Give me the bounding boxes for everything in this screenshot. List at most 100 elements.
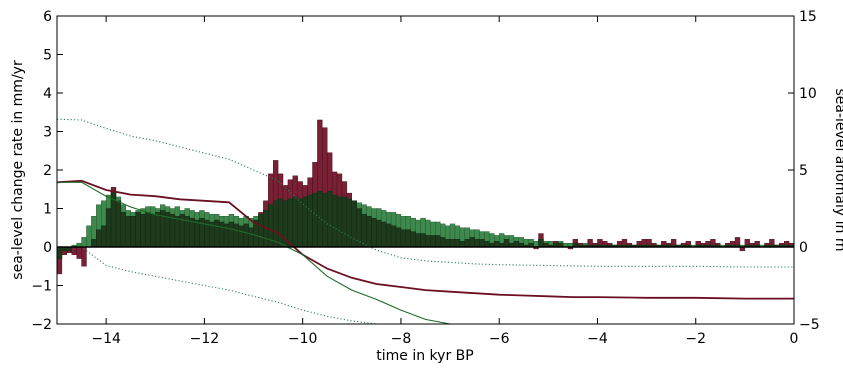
x-tick-label: −6 (489, 331, 510, 347)
y-tick-label: 3 (43, 125, 52, 141)
overlap-bar-78 (440, 237, 446, 248)
overlap-bar-57 (336, 196, 343, 248)
overlap-bar-20 (155, 212, 161, 248)
overlap-bar-15 (130, 215, 136, 248)
overlap-bar-12 (115, 200, 122, 248)
y2-tick-label: −5 (799, 317, 820, 333)
overlap-bar-17 (140, 214, 146, 248)
overlap-bar-39 (248, 227, 254, 248)
overlap-bar-76 (430, 235, 436, 248)
y-axis-left: −2 −1 0 1 2 3 4 5 6 (31, 9, 63, 333)
overlap-bar-23 (169, 214, 176, 248)
overlap-bar-72 (410, 231, 416, 248)
green-bar-5 (81, 237, 87, 248)
overlap-bar-58 (341, 196, 348, 248)
x-tick-label: −10 (288, 331, 318, 347)
overlap-bar-74 (420, 233, 426, 248)
overlap-bar-89 (494, 241, 500, 248)
y-axis-title: sea-level change rate in mm/yr (10, 60, 26, 280)
overlap-bar-18 (145, 212, 151, 248)
overlap-bar-66 (381, 221, 387, 248)
overlap-bar-38 (243, 223, 249, 248)
x-axis-title: time in kyr BP (376, 348, 473, 364)
overlap-bar-10 (105, 208, 112, 248)
y-tick-label: −1 (31, 279, 52, 295)
overlap-bar-82 (459, 241, 466, 248)
green-bar-97 (533, 241, 539, 248)
red-bar-3 (71, 246, 77, 255)
overlap-bar-29 (199, 217, 205, 248)
overlap-bar-52 (312, 192, 318, 248)
anomaly-line-2 (57, 118, 794, 268)
x-tick-label: 0 (790, 331, 799, 347)
overlap-bars (57, 190, 794, 259)
overlap-bar-24 (174, 215, 181, 248)
anomaly-line-3 (57, 246, 386, 324)
overlap-bar-14 (125, 215, 131, 248)
overlap-bar-33 (218, 221, 225, 248)
overlap-bar-41 (258, 214, 264, 248)
overlap-bar-63 (366, 215, 372, 248)
overlap-bar-0 (57, 246, 63, 259)
overlap-bar-69 (395, 227, 402, 248)
overlap-bar-28 (194, 219, 200, 248)
overlap-bar-54 (322, 192, 328, 248)
overlap-bar-19 (150, 214, 156, 248)
overlap-bar-8 (96, 229, 102, 248)
overlap-bar-53 (317, 190, 323, 248)
y2-tick-label: 5 (799, 163, 808, 179)
overlap-bar-77 (435, 235, 441, 248)
overlap-bar-86 (479, 239, 485, 248)
overlap-bar-44 (272, 200, 279, 248)
overlap-bar-16 (135, 212, 141, 248)
overlap-bar-98 (538, 239, 544, 248)
overlap-bar-83 (464, 239, 470, 248)
overlap-bar-81 (454, 239, 461, 248)
overlap-bar-47 (287, 198, 294, 248)
anomaly-lines (57, 118, 794, 324)
y2-axis-title: sea-level anomaly in m (832, 89, 843, 252)
x-tick-label: −12 (190, 331, 220, 347)
overlap-bar-59 (346, 198, 353, 248)
y-tick-label: 4 (43, 86, 52, 102)
anomaly-line-1 (57, 181, 454, 324)
overlap-bar-35 (228, 221, 235, 248)
x-tick-label: −14 (91, 331, 121, 347)
overlap-bar-65 (376, 219, 382, 248)
overlap-bar-68 (390, 225, 397, 248)
overlap-bar-62 (361, 214, 367, 248)
y-tick-label: 6 (43, 9, 52, 25)
red-bar-4 (76, 246, 82, 259)
overlap-bar-93 (513, 241, 520, 248)
overlap-bar-71 (405, 229, 411, 248)
y2-tick-label: 15 (799, 9, 817, 25)
x-tick-label: −2 (685, 331, 706, 347)
y2-tick-label: 10 (799, 86, 817, 102)
overlap-bar-9 (101, 225, 107, 248)
anomaly-line-0 (57, 179, 794, 300)
overlap-bar-13 (120, 212, 126, 248)
overlap-bar-51 (307, 194, 313, 248)
x-axis: −14 −12 −10 −8 −6 −4 −2 0 (91, 16, 798, 347)
red-bar-5 (81, 246, 87, 267)
overlap-bar-79 (444, 239, 451, 248)
overlap-bar-67 (385, 223, 392, 248)
y-tick-label: 5 (43, 48, 52, 64)
overlap-bar-55 (327, 190, 333, 248)
x-tick-label: −8 (391, 331, 412, 347)
plot-frame (56, 15, 795, 325)
y-tick-label: 1 (43, 202, 52, 218)
overlap-bar-84 (469, 237, 475, 248)
green-bar-6 (86, 225, 92, 248)
overlap-bar-45 (277, 198, 284, 248)
overlap-bar-36 (233, 223, 239, 248)
overlap-bar-87 (484, 241, 490, 248)
overlap-bar-56 (331, 194, 338, 248)
overlap-bar-73 (415, 233, 421, 248)
overlap-bar-60 (351, 200, 357, 248)
overlap-bar-32 (214, 219, 220, 248)
overlap-bar-75 (425, 235, 431, 248)
overlap-bar-48 (292, 196, 298, 248)
overlap-bar-61 (356, 208, 362, 248)
